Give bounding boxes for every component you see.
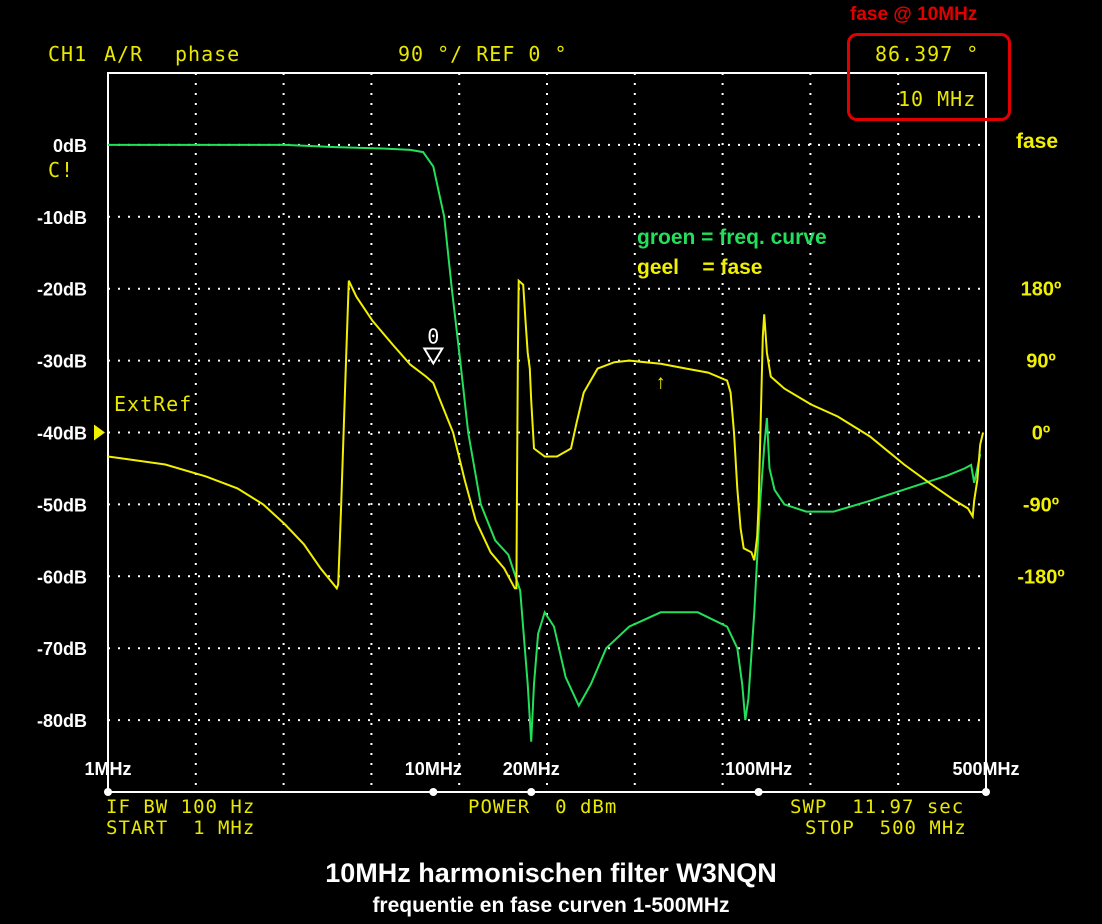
y-right-tick-label: -180º xyxy=(1017,566,1064,588)
x-tick-dot xyxy=(527,788,536,796)
stop-label: STOP 500 MHz xyxy=(805,817,967,839)
y-left-tick-label: -30dB xyxy=(37,352,87,372)
freq-curve-series xyxy=(108,143,982,742)
ref-pointer-icon xyxy=(94,424,105,441)
legend-yellow: geel = fase xyxy=(637,256,763,279)
x-tick-label: 100MHz xyxy=(725,759,792,779)
x-tick-dot xyxy=(429,788,438,796)
y-left-tick-label: -40dB xyxy=(37,424,87,444)
x-tick-label: 20MHz xyxy=(503,759,560,779)
cal-flag: C! xyxy=(48,158,75,182)
marker-number: 0 xyxy=(427,324,439,348)
y-left-tick-label: -20dB xyxy=(37,280,87,300)
scale-ref-label: 90 °/ REF 0 ° xyxy=(398,42,568,66)
marker-triangle xyxy=(422,347,445,366)
y-left-tick-label: -10dB xyxy=(37,208,87,228)
plot-frame xyxy=(107,72,987,793)
annotation-marks: ↑ xyxy=(656,372,666,394)
if-bw-label: IF BW 100 Hz xyxy=(106,796,256,818)
phase-curve-series xyxy=(107,278,985,591)
mode-label: A/R xyxy=(104,42,144,66)
caption-title: 10MHz harmonischen filter W3NQN xyxy=(325,858,777,888)
x-tick-label: 1MHz xyxy=(84,759,131,779)
marker-box-label: fase @ 10MHz xyxy=(850,4,978,25)
y-right-tick-label: 180º xyxy=(1021,279,1062,301)
x-tick-dot xyxy=(754,788,763,796)
start-label: START 1 MHz xyxy=(106,817,256,839)
y-left-tick-label: -50dB xyxy=(37,495,87,515)
x-tick-dot xyxy=(982,788,990,796)
sweep-label: SWP 11.97 sec xyxy=(790,796,965,818)
y-left-tick-label: 0dB xyxy=(53,136,87,156)
y-right-tick-label: 90º xyxy=(1026,351,1056,373)
channel-label: CH1 xyxy=(48,42,88,66)
annotation-arrow: ↑ xyxy=(656,372,666,394)
marker-frequency: 10 MHz xyxy=(898,87,977,111)
marker-value: 86.397 ° xyxy=(875,42,980,66)
power-label: POWER 0 dBm xyxy=(468,796,618,818)
ext-ref-label: ExtRef xyxy=(114,392,193,416)
y-left-tick-label: -60dB xyxy=(37,567,87,587)
x-tick-dot xyxy=(104,788,112,796)
marker-highlight-box xyxy=(847,33,1011,121)
x-tick-label: 10MHz xyxy=(405,759,462,779)
x-tick-markers xyxy=(104,788,990,796)
y-right-tick-label: 0º xyxy=(1032,423,1050,445)
format-label: phase xyxy=(175,42,241,66)
y-left-tick-label: -80dB xyxy=(37,711,87,731)
caption-subtitle: frequentie en fase curven 1-500MHz xyxy=(372,894,730,917)
legend-green: groen = freq. curve xyxy=(637,226,827,249)
plot-grid xyxy=(108,73,986,792)
axis-labels: 0dB -10dB -20dB -30dB -40dB -50dB -60dB -70dB -8… xyxy=(37,136,1065,779)
right-axis-title: fase xyxy=(1016,130,1059,153)
x-tick-label: 500MHz xyxy=(952,759,1019,779)
y-right-tick-label: -90º xyxy=(1023,494,1059,516)
y-left-tick-label: -70dB xyxy=(37,639,87,659)
phase-marker: 0 xyxy=(422,324,445,366)
